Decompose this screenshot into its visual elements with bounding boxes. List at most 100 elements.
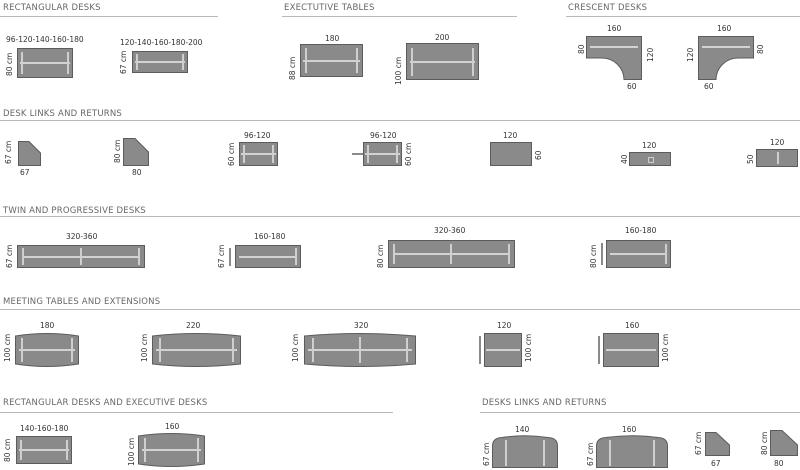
depth-label: 67 cm: [5, 244, 14, 268]
section-title-meeting-tables: MEETING TABLES AND EXTENSIONS: [3, 297, 161, 307]
meeting-extension-160: [603, 333, 659, 367]
link-connector: [352, 153, 364, 155]
crescent-desk-left: [586, 36, 642, 80]
section-divider: [0, 412, 393, 413]
width-label: 80: [132, 168, 142, 177]
depth-label: 100 cm: [3, 333, 12, 362]
dimension-label: 160: [607, 24, 622, 33]
dimension-label: 120: [686, 47, 695, 62]
depth-label: 67 cm: [586, 442, 595, 466]
width-label: 320: [354, 321, 369, 330]
dimension-label: 60: [704, 82, 714, 91]
meeting-table-220: [152, 333, 241, 367]
width-label: 180: [325, 34, 340, 43]
extension-connector: [479, 336, 481, 364]
rectangular-desk-80: [17, 48, 73, 78]
width-label: 160: [622, 425, 637, 434]
progressive-desk-160-180: [235, 245, 301, 268]
depth-label: 67 cm: [119, 50, 128, 74]
depth-label: 67 cm: [217, 244, 226, 268]
dimension-label: 160: [717, 24, 732, 33]
width-label: 180: [40, 321, 55, 330]
depth-label: 88 cm: [288, 56, 297, 80]
meeting-extension-120: [484, 333, 522, 367]
width-label: 160-180: [625, 226, 657, 235]
dimension-label: 60: [627, 82, 637, 91]
section-title-desk-links-returns: DESK LINKS AND RETURNS: [3, 109, 123, 119]
section-divider: [0, 216, 800, 217]
width-label: 96-120: [244, 131, 271, 140]
section-title-executive-tables: EXECTUTIVE TABLES: [284, 3, 375, 13]
width-label: 80: [774, 459, 784, 468]
width-label: 320-360: [66, 232, 98, 241]
width-label: 120: [497, 321, 512, 330]
section-title-crescent-desks: CRESCENT DESKS: [568, 3, 648, 13]
link-curved-140: [492, 435, 558, 468]
width-label: 96-120-140-160-180: [6, 35, 84, 44]
dimension-label: 80: [756, 44, 765, 54]
depth-label: 80 cm: [760, 431, 769, 455]
rectangular-desk-67: [132, 51, 188, 73]
desk-link-96-120: [239, 142, 278, 166]
desk-link-return-96-120: [363, 142, 402, 166]
section-title-rectangular-desks: RECTANGULAR DESKS: [3, 3, 101, 13]
progressive-connector: [601, 243, 603, 265]
link-return-67: [18, 141, 41, 166]
progressive-desk-160-180-80: [606, 240, 671, 268]
twin-desk-320-360-80: [388, 240, 515, 268]
meeting-table-320: [304, 333, 416, 367]
return-panel-120-40: [629, 152, 671, 166]
meeting-table-180: [15, 333, 79, 367]
dimension-label: 120: [646, 47, 655, 62]
width-label: 160: [165, 422, 180, 431]
progressive-connector: [229, 248, 231, 266]
depth-label: 100 cm: [524, 333, 533, 362]
section-title-twin-progressive: TWIN AND PROGRESSIVE DESKS: [3, 206, 146, 216]
depth-label: 100 cm: [394, 56, 403, 85]
return-corner-80: [770, 430, 798, 456]
depth-label: 50: [746, 154, 755, 164]
return-corner-67: [705, 432, 730, 456]
width-label: 160-180: [254, 232, 286, 241]
depth-label: 40: [620, 154, 629, 164]
depth-label: 80 cm: [5, 52, 14, 76]
depth-label: 67 cm: [482, 442, 491, 466]
depth-label: 60: [534, 150, 543, 160]
width-label: 200: [435, 33, 450, 42]
section-divider: [0, 120, 800, 121]
crescent-desk-right: [698, 36, 754, 80]
depth-label: 100 cm: [291, 333, 300, 362]
extension-connector: [598, 336, 600, 364]
width-label: 140: [515, 425, 530, 434]
width-label: 160: [625, 321, 640, 330]
twin-desk-320-360: [17, 245, 145, 268]
depth-label: 80 cm: [3, 438, 12, 462]
executive-table-180: [300, 44, 363, 77]
depth-label: 80 cm: [376, 244, 385, 268]
executive-desk-160: [138, 433, 205, 467]
section-divider: [480, 412, 800, 413]
width-label: 67: [20, 168, 30, 177]
dimension-label: 80: [577, 44, 586, 54]
section-title-rect-exec-desks: RECTANGULAR DESKS AND EXECUTIVE DESKS: [3, 398, 208, 408]
section-divider: [0, 309, 800, 310]
section-divider: [566, 16, 800, 17]
rect-desk-140-180: [16, 436, 72, 464]
link-curved-160: [596, 435, 668, 468]
link-return-80: [123, 138, 149, 166]
width-label: 120: [770, 138, 785, 147]
depth-label: 100 cm: [140, 333, 149, 362]
width-label: 320-360: [434, 226, 466, 235]
executive-table-200: [406, 43, 479, 80]
width-label: 120: [503, 131, 518, 140]
depth-label: 100 cm: [127, 437, 136, 466]
depth-label: 80 cm: [113, 139, 122, 163]
width-label: 67: [711, 459, 721, 468]
depth-label: 67 cm: [4, 140, 13, 164]
width-label: 96-120: [370, 131, 397, 140]
section-divider: [0, 16, 218, 17]
return-panel-120-50: [756, 149, 798, 167]
width-label: 120-140-160-180-200: [120, 38, 203, 47]
width-label: 120: [642, 141, 657, 150]
depth-label: 67 cm: [694, 431, 703, 455]
